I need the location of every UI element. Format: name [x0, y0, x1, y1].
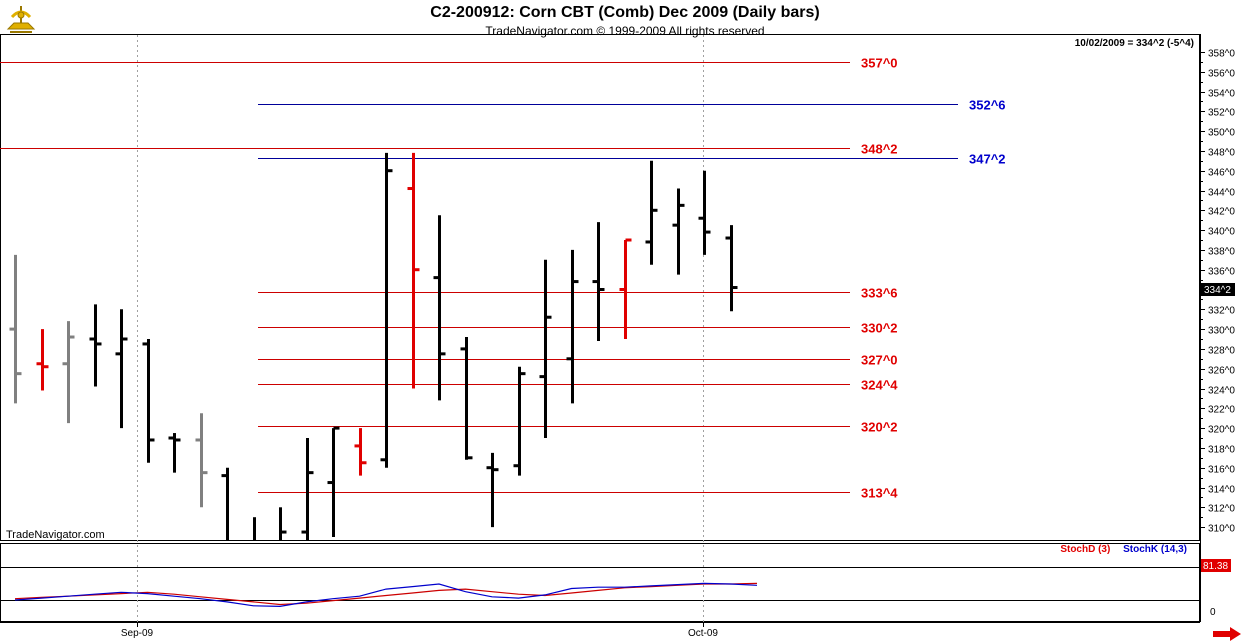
level-label: 348^2	[861, 142, 898, 157]
y-tick-label: 340^0	[1208, 227, 1235, 238]
stoch-last-value: 81.38	[1203, 561, 1228, 572]
level-label: 352^6	[969, 98, 1006, 113]
level-label: 324^4	[861, 378, 898, 393]
y-tick-label: 316^0	[1208, 465, 1235, 476]
current-price-tag: 334^2	[1201, 283, 1235, 296]
y-tick-label: 310^0	[1208, 524, 1235, 535]
level-label: 333^6	[861, 286, 898, 301]
level-label: 347^2	[969, 152, 1006, 167]
y-tick-label: 326^0	[1208, 366, 1235, 377]
stoch-k-line	[14, 582, 758, 608]
stoch-value-tag: 81.38	[1201, 559, 1231, 572]
stoch-panel-frame	[0, 543, 1200, 622]
y-tick-label: 346^0	[1208, 168, 1235, 179]
level-label: 357^0	[861, 56, 898, 71]
chart-title: C2-200912: Corn CBT (Comb) Dec 2009 (Dai…	[430, 4, 820, 21]
y-tick-label: 318^0	[1208, 445, 1235, 456]
y-tick-label: 312^0	[1208, 504, 1235, 515]
level-label: 327^0	[861, 353, 898, 368]
stoch-legend: StochD (3) StochK (14,3)	[1060, 544, 1187, 555]
y-axis-frame	[1200, 34, 1249, 622]
x-tick-label: Oct-09	[688, 628, 718, 639]
legend-stoch-k: StochK (14,3)	[1123, 544, 1187, 555]
level-label: 320^2	[861, 420, 898, 435]
level-label: 330^2	[861, 321, 898, 336]
level-label: 313^4	[861, 486, 898, 501]
y-tick-label: 328^0	[1208, 346, 1235, 357]
y-tick-label: 314^0	[1208, 485, 1235, 496]
y-tick-label: 344^0	[1208, 188, 1235, 199]
x-axis-strip	[0, 622, 1250, 643]
price-readout: 10/02/2009 = 334^2 (-5^4)	[1074, 38, 1194, 49]
y-tick-label: 338^0	[1208, 247, 1235, 258]
y-tick-label: 324^0	[1208, 386, 1235, 397]
y-tick-label: 352^0	[1208, 108, 1235, 119]
stoch-zero-tick: 0	[1210, 607, 1216, 618]
y-tick-label: 336^0	[1208, 267, 1235, 278]
y-tick-label: 350^0	[1208, 128, 1235, 139]
y-tick-label: 322^0	[1208, 405, 1235, 416]
y-tick-label: 354^0	[1208, 89, 1235, 100]
legend-stoch-d: StochD (3)	[1060, 544, 1111, 555]
y-tick-label: 330^0	[1208, 326, 1235, 337]
watermark: TradeNavigator.com	[6, 529, 105, 541]
y-tick-label: 342^0	[1208, 207, 1235, 218]
y-tick-label: 348^0	[1208, 148, 1235, 159]
x-tick-label: Sep-09	[121, 628, 154, 639]
sextant-logo-icon	[6, 6, 36, 33]
y-tick-label: 320^0	[1208, 425, 1235, 436]
price-panel-frame	[0, 34, 1200, 541]
current-price-label: 334^2	[1204, 285, 1231, 296]
copyright-subtitle: TradeNavigator.com © 1999-2009 All right…	[485, 24, 765, 38]
y-tick-label: 332^0	[1208, 306, 1235, 317]
y-tick-label: 358^0	[1208, 49, 1235, 60]
right-arrow-icon[interactable]	[1212, 627, 1242, 641]
y-tick-label: 356^0	[1208, 69, 1235, 80]
